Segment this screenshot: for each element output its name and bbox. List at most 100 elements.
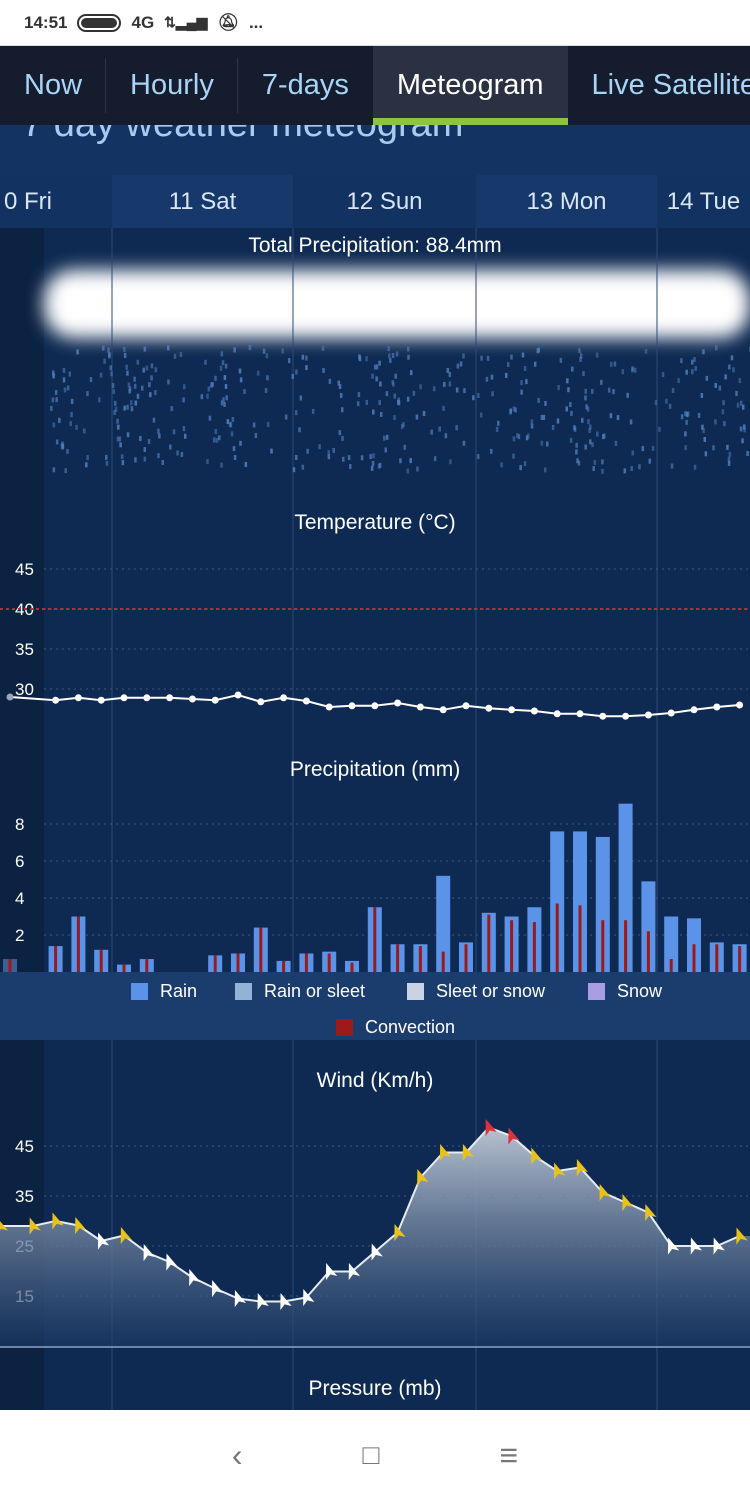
- raindrop: [694, 365, 697, 371]
- raindrop: [684, 411, 687, 417]
- temp-point: [690, 706, 698, 714]
- raindrop: [575, 449, 578, 455]
- tab-hourly[interactable]: Hourly: [106, 46, 238, 125]
- raindrop: [243, 389, 246, 395]
- tab-meteogram[interactable]: Meteogram: [372, 46, 568, 125]
- raindrop: [520, 380, 523, 386]
- raindrop: [727, 460, 731, 466]
- wind-arrow-icon: [166, 1253, 178, 1271]
- legend-sleet-or-snow[interactable]: Sleet or snow: [407, 981, 545, 1002]
- legend-convection[interactable]: Convection: [336, 1017, 455, 1038]
- raindrop: [341, 435, 344, 441]
- home-button[interactable]: □: [362, 1439, 380, 1470]
- raindrop: [415, 414, 419, 420]
- raindrop: [506, 362, 510, 368]
- raindrop: [584, 395, 587, 401]
- wind-arrow-shape: [394, 1224, 406, 1242]
- raindrop: [525, 435, 529, 441]
- raindrop: [116, 418, 119, 424]
- raindrop: [542, 414, 546, 420]
- raindrop: [455, 425, 458, 431]
- raindrop: [530, 423, 534, 429]
- raindrop: [714, 419, 717, 425]
- temp-point: [325, 703, 333, 711]
- wind-arrow-shape: [713, 1237, 725, 1255]
- raindrop: [111, 383, 115, 389]
- raindrop: [299, 395, 303, 401]
- raindrop: [133, 383, 137, 389]
- wind-arrow-shape: [348, 1263, 361, 1281]
- raindrop: [220, 400, 224, 406]
- raindrop: [136, 359, 140, 365]
- raindrop: [55, 397, 58, 403]
- raindrop: [369, 454, 372, 460]
- temp-point: [416, 703, 424, 711]
- legend-label: Rain or sleet: [264, 981, 366, 1001]
- meteogram-chart: 30354045246815253545: [0, 228, 750, 1410]
- menu-button[interactable]: ≡: [499, 1436, 519, 1473]
- raindrop: [644, 348, 648, 354]
- raindrop: [233, 347, 236, 353]
- wind-arrow-shape: [234, 1290, 247, 1308]
- raindrop: [746, 451, 749, 457]
- legend-rain-or-sleet[interactable]: Rain or sleet: [235, 981, 365, 1002]
- raindrop: [569, 402, 572, 408]
- raindrop: [540, 440, 544, 446]
- tab-7-days[interactable]: 7-days: [261, 69, 349, 101]
- back-button[interactable]: ‹: [231, 1436, 243, 1473]
- wind-arrow-icon: [553, 1162, 566, 1180]
- temp-tick-label: 35: [15, 640, 34, 659]
- wind-arrow-icon: [348, 1263, 361, 1281]
- raindrop: [284, 414, 288, 420]
- raindrop: [406, 396, 410, 402]
- raindrop: [347, 455, 351, 461]
- convection-swatch: [336, 1019, 353, 1036]
- raindrop: [402, 422, 405, 428]
- wind-area: [0, 1127, 750, 1347]
- raindrop: [591, 442, 594, 448]
- tab-now[interactable]: Now: [0, 46, 107, 125]
- legend-rain[interactable]: Rain: [131, 981, 197, 1002]
- signal-icon: ⇅▂▄▆: [164, 14, 208, 30]
- raindrop: [232, 446, 236, 452]
- wind-arrow-shape: [508, 1127, 520, 1145]
- legend-snow[interactable]: Snow: [588, 981, 662, 1002]
- wind-arrow-shape: [371, 1243, 383, 1261]
- wind-arrow-shape: [257, 1293, 269, 1311]
- raindrop: [244, 461, 248, 467]
- wind-arrow-icon: [143, 1244, 155, 1262]
- raindrop: [741, 438, 744, 444]
- raindrop: [143, 447, 147, 453]
- raindrop: [489, 448, 493, 454]
- raindrop: [223, 375, 227, 381]
- raindrop: [704, 451, 708, 457]
- wind-arrow-icon: [120, 1227, 133, 1245]
- wind-arrow-shape: [211, 1280, 224, 1298]
- raindrop: [154, 367, 158, 373]
- raindrop: [584, 388, 588, 394]
- raindrop: [110, 371, 113, 377]
- day-header: 0 Fri 11 Sat 12 Sun 13 Mon 14 Tue: [0, 175, 750, 228]
- raindrop: [736, 402, 740, 408]
- raindrop: [685, 419, 688, 425]
- convection-bar: [54, 946, 58, 972]
- raindrop: [409, 458, 412, 464]
- raindrop: [459, 361, 463, 367]
- raindrop: [225, 395, 228, 401]
- raindrop: [204, 359, 207, 365]
- temp-point: [371, 702, 379, 710]
- raindrop: [630, 466, 633, 472]
- raindrop: [557, 384, 560, 390]
- raindrop: [214, 375, 217, 381]
- raindrop: [357, 392, 361, 398]
- system-nav-bar: ‹ □ ≡: [0, 1410, 750, 1500]
- raindrop: [58, 417, 61, 423]
- tab-live-satellite[interactable]: Live Satellite: [591, 69, 750, 101]
- raindrop: [587, 419, 590, 425]
- raindrop: [443, 381, 446, 387]
- more-icon: ...: [248, 12, 264, 32]
- raindrop: [231, 416, 235, 422]
- raindrop: [668, 403, 672, 409]
- raindrop: [444, 433, 448, 439]
- status-time: 14:51: [24, 12, 68, 32]
